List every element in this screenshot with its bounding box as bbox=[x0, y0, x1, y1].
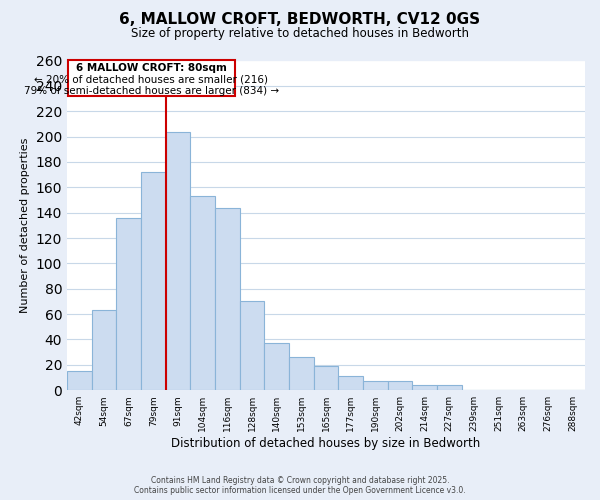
Text: 6, MALLOW CROFT, BEDWORTH, CV12 0GS: 6, MALLOW CROFT, BEDWORTH, CV12 0GS bbox=[119, 12, 481, 28]
Text: 6 MALLOW CROFT: 80sqm: 6 MALLOW CROFT: 80sqm bbox=[76, 63, 227, 73]
Text: ← 20% of detached houses are smaller (216): ← 20% of detached houses are smaller (21… bbox=[34, 74, 268, 85]
Bar bbox=[289, 357, 314, 390]
Bar bbox=[388, 382, 412, 390]
Bar bbox=[67, 371, 92, 390]
Bar bbox=[338, 376, 363, 390]
Bar bbox=[240, 302, 265, 390]
Bar bbox=[190, 196, 215, 390]
Bar bbox=[166, 132, 190, 390]
Y-axis label: Number of detached properties: Number of detached properties bbox=[20, 138, 30, 313]
Bar bbox=[412, 385, 437, 390]
Bar bbox=[437, 385, 461, 390]
Bar bbox=[92, 310, 116, 390]
FancyBboxPatch shape bbox=[68, 60, 235, 96]
X-axis label: Distribution of detached houses by size in Bedworth: Distribution of detached houses by size … bbox=[172, 437, 481, 450]
Bar bbox=[215, 208, 240, 390]
Bar bbox=[116, 218, 141, 390]
Bar bbox=[265, 344, 289, 390]
Text: Contains HM Land Registry data © Crown copyright and database right 2025.
Contai: Contains HM Land Registry data © Crown c… bbox=[134, 476, 466, 495]
Text: Size of property relative to detached houses in Bedworth: Size of property relative to detached ho… bbox=[131, 28, 469, 40]
Bar bbox=[141, 172, 166, 390]
Text: 79% of semi-detached houses are larger (834) →: 79% of semi-detached houses are larger (… bbox=[23, 86, 279, 96]
Bar bbox=[363, 382, 388, 390]
Bar bbox=[314, 366, 338, 390]
